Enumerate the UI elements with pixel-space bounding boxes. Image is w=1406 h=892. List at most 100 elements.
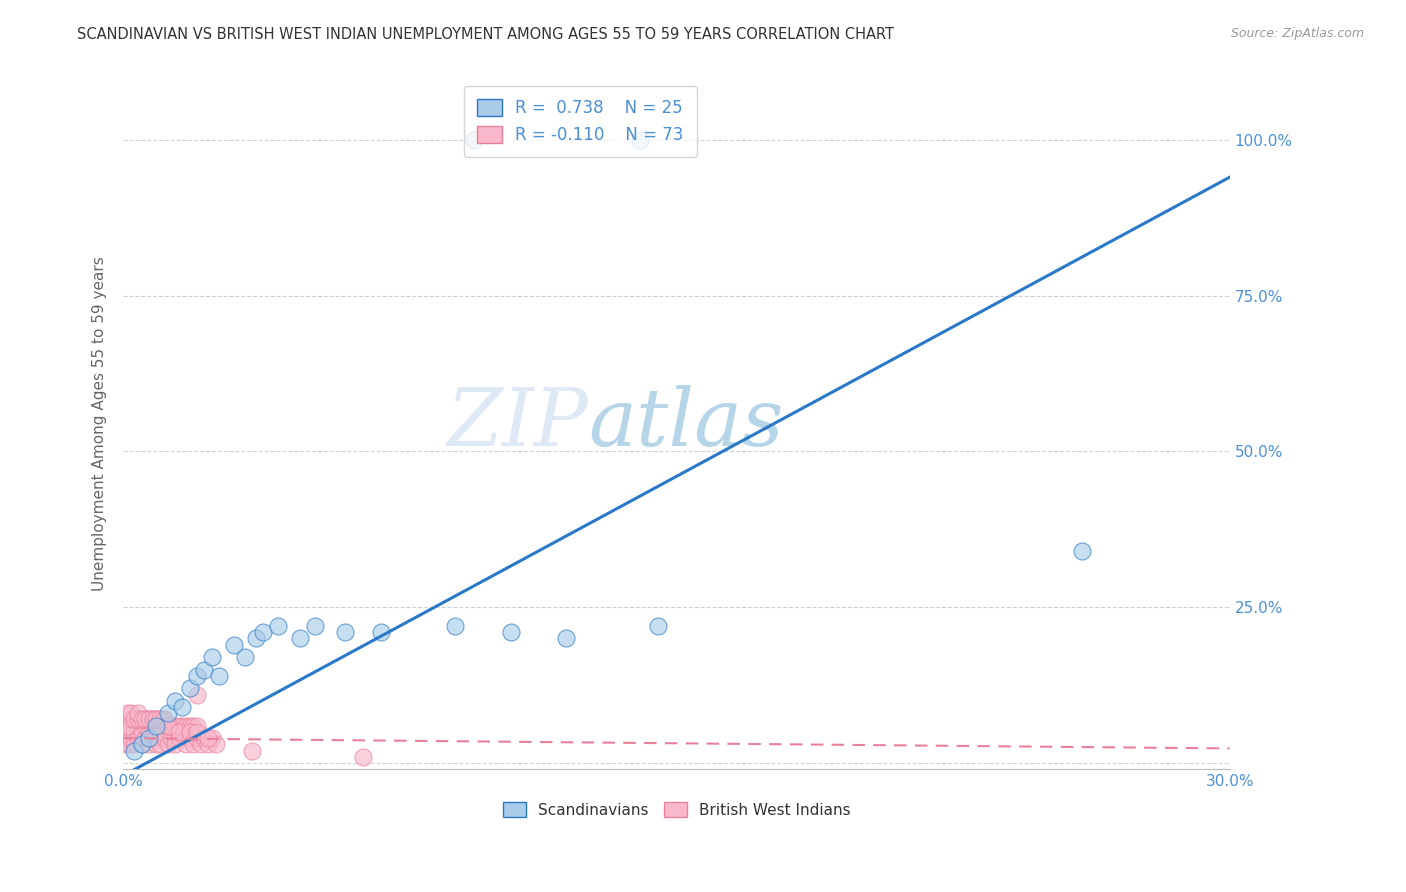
Point — [124, 713, 146, 727]
Point — [138, 713, 160, 727]
Point — [190, 737, 212, 751]
Point — [186, 669, 208, 683]
Point — [201, 650, 224, 665]
Point — [179, 681, 201, 696]
Point — [183, 737, 205, 751]
Point — [145, 713, 167, 727]
Point — [186, 719, 208, 733]
Point — [186, 731, 208, 746]
Point — [134, 713, 156, 727]
Point — [156, 719, 179, 733]
Point — [131, 737, 153, 751]
Point — [131, 737, 153, 751]
Point — [131, 713, 153, 727]
Point — [245, 632, 267, 646]
Point — [163, 694, 186, 708]
Point — [120, 719, 142, 733]
Point — [149, 737, 172, 751]
Point — [333, 625, 356, 640]
Point — [290, 632, 312, 646]
Point — [142, 713, 165, 727]
Point — [120, 731, 142, 746]
Point — [242, 743, 264, 757]
Point — [160, 731, 183, 746]
Point — [267, 619, 290, 633]
Y-axis label: Unemployment Among Ages 55 to 59 years: Unemployment Among Ages 55 to 59 years — [93, 256, 107, 591]
Point — [208, 669, 231, 683]
Point — [222, 638, 245, 652]
Text: SCANDINAVIAN VS BRITISH WEST INDIAN UNEMPLOYMENT AMONG AGES 55 TO 59 YEARS CORRE: SCANDINAVIAN VS BRITISH WEST INDIAN UNEM… — [77, 27, 894, 42]
Point — [127, 731, 149, 746]
Point — [197, 731, 219, 746]
Point — [167, 731, 190, 746]
Point — [115, 719, 138, 733]
Point — [628, 133, 651, 147]
Point — [145, 719, 167, 733]
Point — [647, 619, 669, 633]
Point — [156, 719, 179, 733]
Point — [172, 725, 194, 739]
Point — [138, 725, 160, 739]
Point — [145, 737, 167, 751]
Point — [204, 737, 226, 751]
Point — [174, 737, 197, 751]
Point — [197, 737, 219, 751]
Point — [115, 731, 138, 746]
Point — [120, 706, 142, 721]
Point — [172, 700, 194, 714]
Point — [1071, 544, 1094, 558]
Point — [174, 719, 197, 733]
Point — [115, 706, 138, 721]
Point — [463, 133, 485, 147]
Point — [138, 713, 160, 727]
Point — [142, 713, 165, 727]
Text: ZIP: ZIP — [446, 384, 588, 462]
Point — [172, 719, 194, 733]
Point — [156, 737, 179, 751]
Legend: Scandinavians, British West Indians: Scandinavians, British West Indians — [496, 796, 856, 824]
Point — [118, 737, 141, 751]
Point — [149, 725, 172, 739]
Point — [149, 713, 172, 727]
Point — [124, 737, 146, 751]
Point — [554, 632, 576, 646]
Point — [163, 737, 186, 751]
Point — [134, 719, 156, 733]
Point — [114, 737, 136, 751]
Point — [252, 625, 274, 640]
Point — [124, 713, 146, 727]
Point — [186, 725, 208, 739]
Point — [183, 719, 205, 733]
Point — [145, 713, 167, 727]
Point — [153, 713, 176, 727]
Point — [193, 663, 215, 677]
Point — [233, 650, 256, 665]
Point — [134, 713, 156, 727]
Point — [131, 725, 153, 739]
Point — [444, 619, 467, 633]
Point — [163, 719, 186, 733]
Point — [167, 725, 190, 739]
Point — [179, 719, 201, 733]
Point — [179, 725, 201, 739]
Point — [124, 743, 146, 757]
Point — [131, 713, 153, 727]
Point — [127, 713, 149, 727]
Point — [156, 706, 179, 721]
Point — [138, 737, 160, 751]
Point — [186, 688, 208, 702]
Point — [145, 725, 167, 739]
Point — [149, 713, 172, 727]
Point — [201, 731, 224, 746]
Point — [193, 731, 215, 746]
Point — [304, 619, 326, 633]
Point — [142, 719, 165, 733]
Point — [142, 731, 165, 746]
Point — [127, 719, 149, 733]
Point — [499, 625, 522, 640]
Point — [153, 731, 176, 746]
Point — [120, 713, 142, 727]
Point — [124, 725, 146, 739]
Point — [160, 719, 183, 733]
Point — [352, 749, 374, 764]
